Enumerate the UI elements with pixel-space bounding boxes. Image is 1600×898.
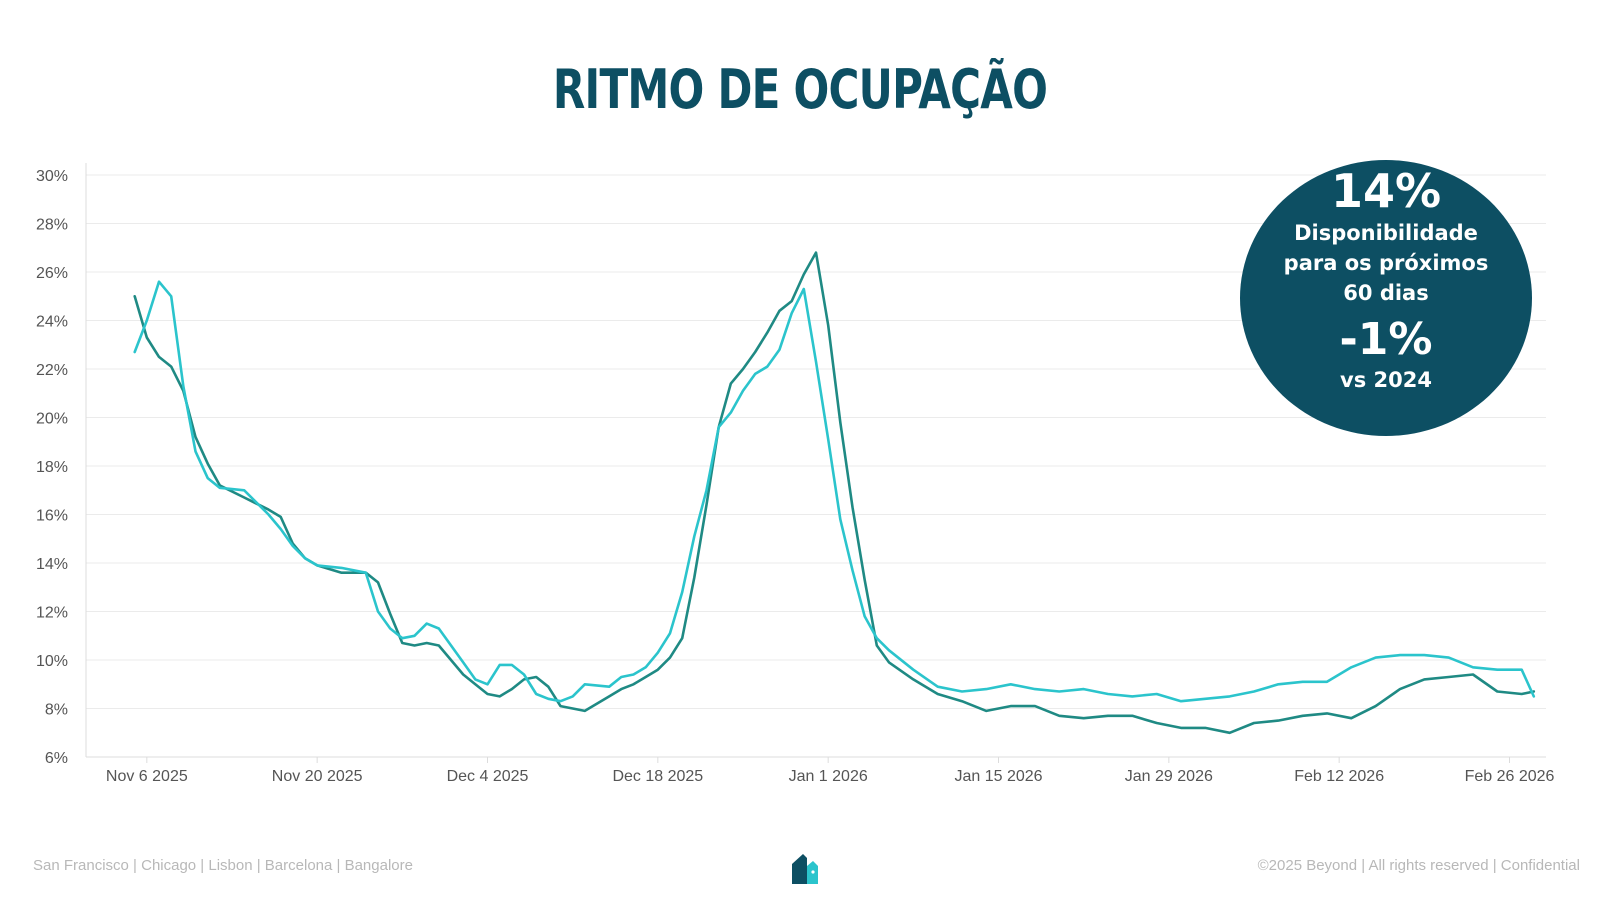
- x-tick-label: Nov 6 2025: [106, 768, 188, 785]
- x-tick-label: Dec 18 2025: [612, 768, 703, 785]
- axis-layer: 6% 8% 10% 12% 14% 16% 18% 20% 22% 24% 26% 28% 30% Nov…: [36, 163, 1555, 785]
- house-logo-icon: [792, 854, 818, 884]
- y-tick-label: 10%: [36, 653, 68, 670]
- series-layer: [133, 251, 1536, 735]
- series-line-2: [133, 280, 1536, 703]
- x-tick-label: Jan 1 2026: [789, 768, 868, 785]
- y-tick-label: 8%: [45, 702, 68, 719]
- footer-copyright: ©2025 Beyond | All rights reserved | Con…: [1257, 857, 1580, 874]
- y-tick-label: 30%: [36, 168, 68, 185]
- availability-change: -1%: [1339, 314, 1433, 365]
- y-tick-label: 28%: [36, 217, 68, 234]
- y-tick-label: 24%: [36, 314, 68, 331]
- y-tick-label: 20%: [36, 411, 68, 428]
- availability-value: 14%: [1330, 164, 1442, 218]
- availability-label: Disponibilidade para os próximos 60 dias: [1283, 221, 1489, 305]
- y-tick-label: 22%: [36, 362, 68, 379]
- y-tick-label: 18%: [36, 459, 68, 476]
- y-tick-label: 16%: [36, 508, 68, 525]
- x-tick-label: Feb 12 2026: [1294, 768, 1384, 785]
- x-tick-label: Feb 26 2026: [1465, 768, 1555, 785]
- y-tick-label: 12%: [36, 605, 68, 622]
- y-tick-label: 14%: [36, 556, 68, 573]
- footer-locations: San Francisco | Chicago | Lisbon | Barce…: [33, 857, 413, 874]
- series-line-1: [133, 251, 1536, 735]
- x-tick-label: Nov 20 2025: [272, 768, 363, 785]
- y-tick-label: 26%: [36, 265, 68, 282]
- availability-badge: 14% Disponibilidade para os próximos 60 …: [1240, 160, 1532, 436]
- page-title: RITMO DE OCUPAÇÃO: [552, 58, 1048, 121]
- x-tick-label: Jan 29 2026: [1125, 768, 1213, 785]
- availability-comparison: vs 2024: [1340, 368, 1432, 392]
- x-tick-label: Jan 15 2026: [954, 768, 1042, 785]
- y-tick-label: 6%: [45, 750, 68, 767]
- x-tick-label: Dec 4 2025: [447, 768, 529, 785]
